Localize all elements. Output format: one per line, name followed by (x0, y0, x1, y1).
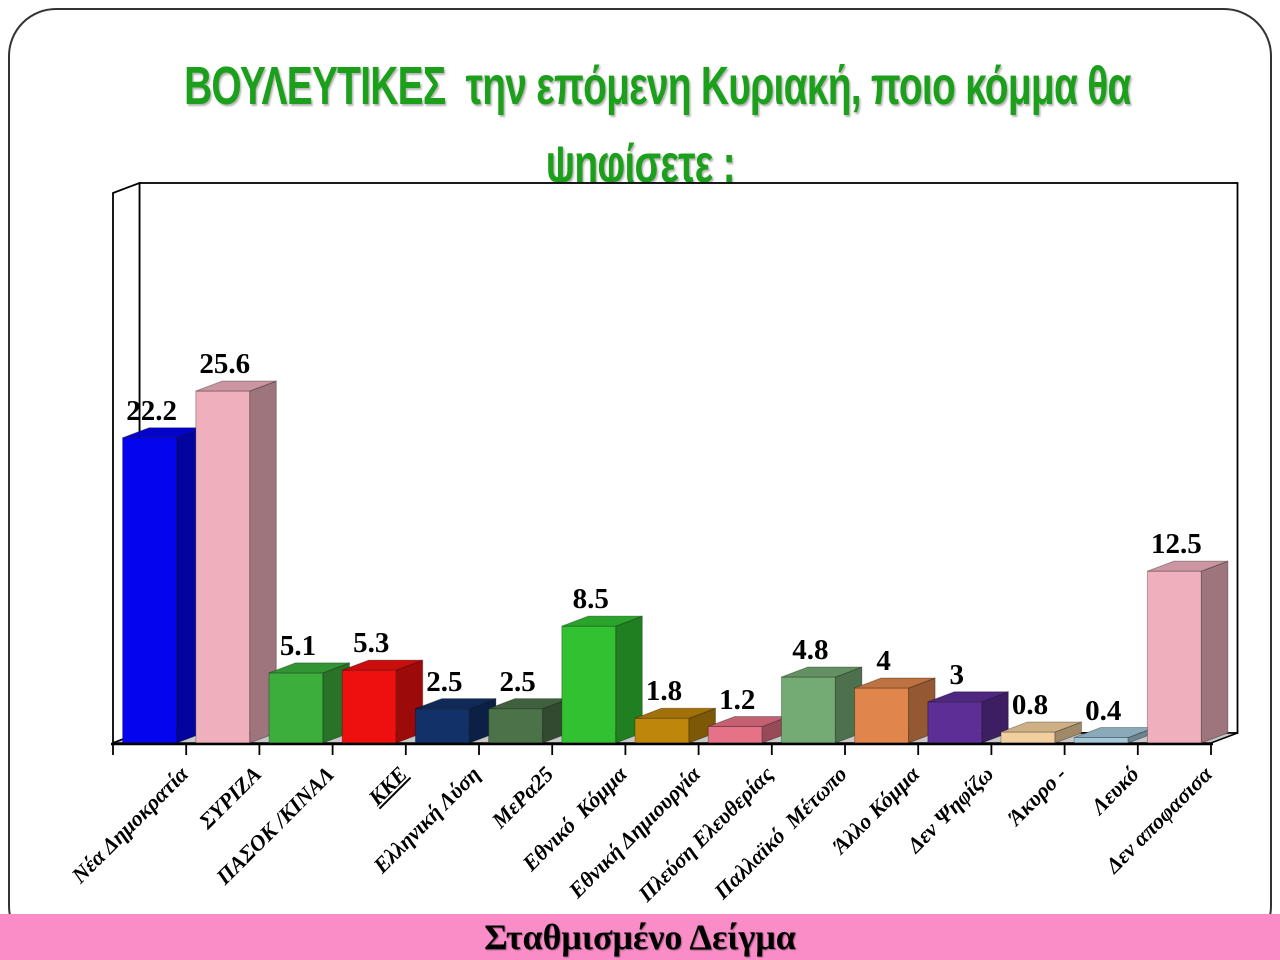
bar-face (1147, 560, 1229, 572)
bar-face (488, 708, 544, 744)
footer-label: Σταθμισμένο Δείγμα (484, 917, 796, 957)
chart-title-line1: ΒΟΥΛΕΥΤΙΚΕΣ την επόμενη Κυριακή, ποιο κό… (184, 56, 1131, 116)
value-label-14: 12.5 (1151, 528, 1202, 561)
bar-face (561, 615, 643, 627)
value-label-9: 4.8 (792, 634, 829, 666)
value-label-5: 2.5 (499, 665, 536, 698)
bar-face (122, 437, 178, 744)
bar-face (1200, 560, 1229, 744)
bar-face (561, 625, 617, 744)
footer-banner: Σταθμισμένο Δείγμα (0, 914, 1280, 960)
bar-face (1073, 737, 1129, 744)
bar-face (781, 666, 863, 678)
bar-face (854, 687, 910, 744)
bar-face (707, 726, 763, 744)
value-label-11: 3 (949, 658, 965, 691)
bar-face (634, 707, 716, 719)
value-label-4: 2.5 (426, 665, 463, 698)
bar-face (854, 677, 936, 689)
value-label-8: 1.2 (719, 683, 756, 716)
bar-10 (854, 677, 936, 744)
bar-face (780, 676, 836, 744)
bar-face (342, 659, 423, 671)
bar-face (927, 691, 1009, 703)
bar-1 (195, 380, 277, 744)
bar-face (195, 380, 277, 392)
bar-7 (634, 707, 716, 744)
value-label-1: 25.6 (199, 348, 251, 380)
bar-3 (341, 659, 424, 744)
bar-face (927, 701, 983, 744)
value-label-10: 4 (876, 645, 891, 677)
bar-4 (414, 697, 497, 744)
bar-14 (1146, 560, 1229, 744)
value-label-7: 1.8 (645, 675, 683, 708)
value-label-2: 5.1 (279, 629, 317, 662)
bar-5 (488, 697, 570, 744)
bar-face (1000, 731, 1056, 744)
plot-back-wall (138, 182, 1239, 734)
value-label-13: 0.4 (1085, 694, 1122, 727)
bar-12 (1000, 721, 1082, 744)
bar-6 (561, 615, 643, 744)
value-label-12: 0.8 (1011, 689, 1049, 721)
bar-face (415, 698, 497, 710)
value-label-6: 8.5 (572, 583, 609, 616)
bar-face (341, 669, 397, 744)
bar-face (1000, 721, 1082, 733)
bar-face (1146, 570, 1202, 744)
bar-face (268, 672, 324, 744)
bar-face (634, 717, 690, 744)
bar-2 (268, 662, 350, 744)
value-label-3: 5.3 (353, 627, 390, 660)
bar-face (414, 708, 470, 744)
bar-face (195, 390, 251, 744)
bar-9 (780, 666, 863, 744)
value-label-0: 22.2 (126, 394, 177, 427)
bar-face (268, 662, 350, 674)
bar-11 (927, 691, 1009, 744)
bar-8 (707, 715, 790, 744)
chart-title: ΒΟΥΛΕΥΤΙΚΕΣ την επόμενη Κυριακή, ποιο κό… (0, 54, 1280, 210)
bar-0 (122, 427, 204, 744)
